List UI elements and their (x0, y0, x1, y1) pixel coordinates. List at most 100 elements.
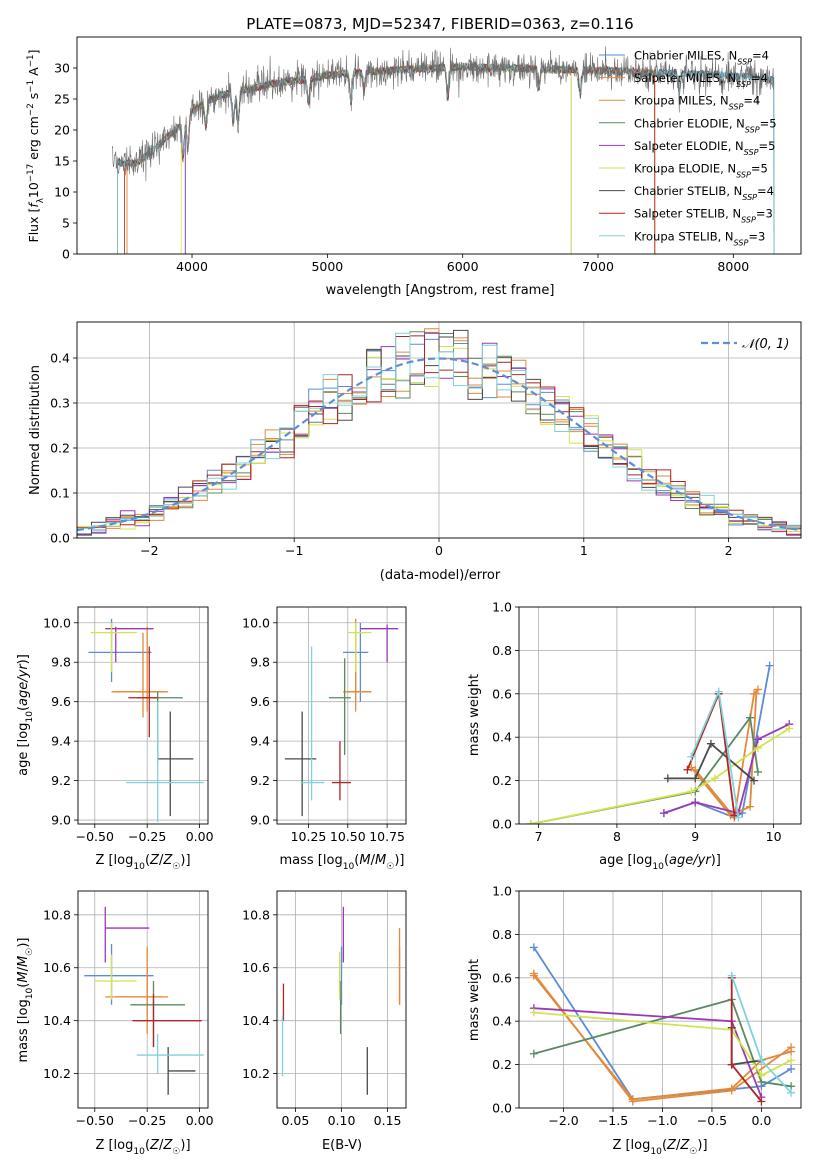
x-tick-label: 6000 (447, 259, 479, 274)
plot-area (277, 891, 406, 1108)
y-axis-label-mass-vs-Z: mass [log10(M/M☉)] (16, 938, 35, 1063)
weight-marker-8 (787, 1088, 796, 1097)
x-axis-label-mass-vs-Z: Z [log10(Z/Z☉)] (95, 1138, 190, 1157)
weight-marker-6 (706, 739, 715, 748)
axes-frame (76, 321, 802, 539)
model-line-2 (126, 61, 656, 254)
y-tick-label: 9.6 (250, 694, 270, 709)
x-tick-label: 0.05 (282, 1113, 310, 1128)
y-tick-label: 10.8 (242, 907, 270, 922)
plot-area (519, 607, 801, 824)
weight-marker-2 (529, 971, 538, 980)
weight-marker-5 (710, 774, 719, 783)
weight-line-5 (533, 1011, 792, 1077)
figure-title: PLATE=0873, MJD=52347, FIBERID=0363, z=0… (246, 15, 633, 33)
x-tick-label: 0.00 (186, 829, 214, 844)
axes-frame (276, 890, 407, 1109)
y-tick-label: 0.3 (50, 396, 70, 411)
y-axis-label-spectrum: Flux [fλ10−17 erg cm−2 s−1 A−1] (26, 50, 46, 243)
weight-marker-6 (663, 774, 672, 783)
y-tick-label: 0.0 (492, 1101, 512, 1116)
weight-marker-5 (785, 724, 794, 733)
y-tick-label: 9.4 (51, 734, 71, 749)
y-tick-label: 10.0 (242, 615, 270, 630)
y-tick-label: 0.4 (50, 351, 70, 366)
weight-marker-4 (691, 798, 700, 807)
weight-marker-8 (714, 687, 723, 696)
y-tick-label: 0.0 (492, 817, 512, 832)
legend-label-1: Salpeter MILES, NSSP=4 (634, 71, 768, 89)
histogram-6 (77, 329, 801, 536)
y-tick-label: 1.0 (492, 884, 512, 899)
y-tick-label: 0.8 (492, 643, 512, 658)
y-tick-label: 9.8 (51, 655, 71, 670)
weight-marker-2 (727, 1084, 736, 1093)
y-tick-label: 9.6 (51, 694, 71, 709)
legend-label-4: Salpeter ELODIE, NSSP=5 (634, 139, 775, 157)
axes-frame (518, 606, 802, 825)
y-tick-label: 10.4 (43, 1013, 71, 1028)
y-tick-label: 0.8 (492, 927, 512, 942)
y-axis-label-weight-vs-Z: mass weight (467, 959, 482, 1041)
plot-area (519, 891, 801, 1108)
model-line-7 (124, 63, 656, 254)
y-tick-label: 25 (54, 92, 70, 107)
model-line-1 (126, 62, 656, 254)
x-tick-label: −0.5 (697, 1113, 727, 1128)
y-tick-label: 10.4 (242, 1013, 270, 1028)
y-tick-label: 10.2 (43, 1066, 71, 1081)
x-axis-label-residuals: (data-model)/error (380, 568, 501, 583)
weight-line-6 (667, 742, 755, 782)
x-axis-label-weight-vs-Z: Z [log10(Z/Z☉)] (612, 1138, 707, 1157)
weight-line-8 (690, 688, 740, 818)
x-axis-label-age-vs-mass: mass [log10(M/M☉)] (280, 853, 405, 872)
legend-spectrum: Chabrier MILES, NSSP=4 Salpeter MILES, NS… (599, 49, 777, 247)
x-tick-label: −0.25 (128, 1113, 166, 1128)
weight-marker-3 (746, 713, 755, 722)
weight-marker-0 (529, 943, 538, 952)
y-tick-label: 30 (54, 61, 70, 76)
y-tick-label: 10.6 (242, 960, 270, 975)
x-tick-label: 2 (725, 543, 733, 558)
model-line-5 (180, 63, 572, 254)
y-tick-label: 0.6 (492, 686, 512, 701)
axes-age_vs_mass: 10.25 10.50 10.75 9.0 9.2 9.4 9.6 9.8 10.0 (242, 606, 407, 844)
axes-mass_vs_Z: −0.50 −0.25 0.00 10.2 10.4 10.6 10.8 (43, 890, 214, 1128)
axes-spectrum: 4000 5000 6000 7000 8000 0 5 10 15 20 25 30 (54, 36, 802, 274)
legend-label-2: Kroupa MILES, NSSP=4 (634, 94, 760, 112)
x-tick-label: 8 (613, 829, 621, 844)
x-tick-label: −0.50 (76, 1113, 114, 1128)
y-tick-label: 10.2 (242, 1066, 270, 1081)
y-tick-label: 20 (54, 123, 70, 138)
y-tick-label: 1.0 (492, 600, 512, 615)
legend-label-7: Salpeter STELIB, NSSP=3 (634, 207, 773, 225)
plot-area (78, 607, 208, 824)
x-tick-label: −1.0 (647, 1113, 677, 1128)
plot-area (77, 322, 801, 538)
axes-weight_vs_age: 7 8 9 10 0.0 0.2 0.4 0.6 0.8 1.0 (492, 600, 802, 844)
y-tick-label: 10.0 (43, 615, 71, 630)
weight-marker-8 (727, 971, 736, 980)
x-tick-label: −1 (285, 543, 303, 558)
y-tick-label: 0.2 (492, 1057, 512, 1072)
weight-marker-4 (753, 735, 762, 744)
y-tick-label: 9.0 (51, 813, 71, 828)
x-tick-label: 10.25 (291, 829, 327, 844)
plot-area (78, 891, 208, 1108)
x-tick-label: 5000 (311, 259, 343, 274)
legend-label-0: Chabrier MILES, NSSP=4 (634, 49, 769, 67)
weight-marker-2 (628, 1095, 637, 1104)
weight-marker-5 (687, 787, 696, 796)
axes-mass_vs_EBV: 0.05 0.10 0.15 10.2 10.4 10.6 10.8 (242, 890, 407, 1128)
weight-line-2 (690, 693, 758, 817)
x-tick-label: 10 (766, 829, 782, 844)
weight-marker-1 (753, 685, 762, 694)
axes-frame (518, 890, 802, 1109)
y-tick-label: 0.6 (492, 970, 512, 985)
axes-frame (76, 36, 802, 255)
y-axis-label-age-vs-Z: age [log10(age/yr)] (16, 654, 35, 776)
x-tick-label: −0.50 (76, 829, 114, 844)
x-tick-label: 10.50 (330, 829, 366, 844)
axes-frame (77, 890, 209, 1109)
legend-label-normal: 𝒩(0, 1) (742, 337, 789, 352)
